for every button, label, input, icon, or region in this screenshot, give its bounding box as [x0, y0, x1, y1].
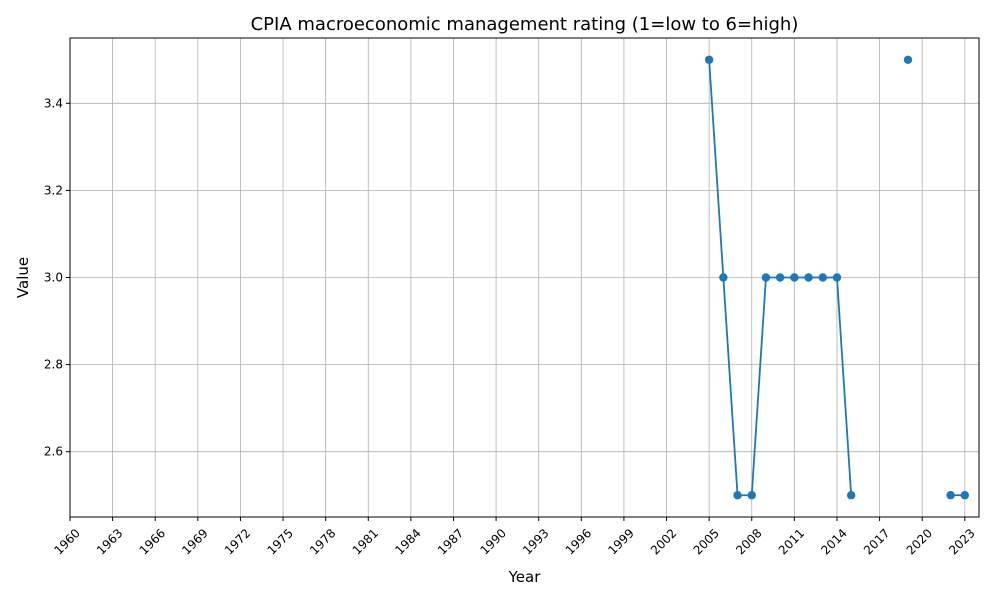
y-tick-label: 3.0 [44, 271, 63, 285]
x-tick-label: 1966 [137, 526, 168, 557]
data-point [747, 491, 756, 500]
x-axis-title: Year [508, 568, 542, 586]
y-axis-ticks: 2.6 2.8 3.0 3.2 3.4 [44, 96, 70, 459]
x-tick-label: 1990 [478, 526, 509, 557]
data-point [818, 273, 827, 282]
x-tick-label: 2005 [691, 526, 722, 557]
x-tick-label: 1993 [520, 526, 551, 557]
x-tick-label: 1960 [51, 526, 82, 557]
chart-title: CPIA macroeconomic management rating (1=… [251, 14, 799, 35]
data-point [846, 491, 856, 500]
data-point [733, 491, 742, 500]
x-tick-label: 1999 [605, 526, 636, 557]
x-tick-label: 1996 [563, 526, 594, 557]
x-tick-label: 1978 [307, 526, 338, 557]
y-axis-title: Value [14, 257, 32, 298]
x-tick-label: 2008 [733, 526, 764, 557]
data-point [903, 55, 913, 64]
x-tick-label: 2023 [946, 526, 977, 557]
data-point [790, 273, 799, 282]
x-tick-label: 1969 [179, 526, 210, 557]
x-tick-label: 1984 [392, 526, 423, 557]
x-tick-label: 2017 [861, 526, 892, 557]
data-point [832, 273, 842, 282]
x-tick-label: 2002 [648, 526, 679, 557]
x-axis-ticks: 1960 1963 1966 1969 1972 1975 1978 1981 1984 1987… [51, 517, 978, 558]
y-tick-label: 3.4 [44, 96, 63, 110]
series-layer [704, 55, 969, 500]
x-tick-label: 1981 [350, 526, 381, 557]
grid [69, 38, 979, 517]
x-tick-label: 2014 [818, 526, 849, 557]
data-point [804, 273, 813, 282]
x-tick-label: 2020 [904, 526, 935, 557]
x-tick-label: 1972 [222, 526, 253, 557]
y-tick-label: 2.6 [44, 445, 63, 459]
data-point [946, 491, 955, 500]
data-point [719, 273, 728, 282]
x-tick-label: 2011 [776, 526, 807, 557]
y-tick-label: 3.2 [44, 183, 63, 197]
x-tick-label: 1975 [264, 526, 295, 557]
data-point [704, 55, 714, 64]
x-tick-label: 1987 [435, 526, 466, 557]
data-point [775, 273, 785, 282]
data-point [960, 491, 969, 500]
y-tick-label: 2.8 [44, 358, 63, 372]
x-tick-label: 1963 [94, 526, 125, 557]
data-point [761, 273, 771, 282]
